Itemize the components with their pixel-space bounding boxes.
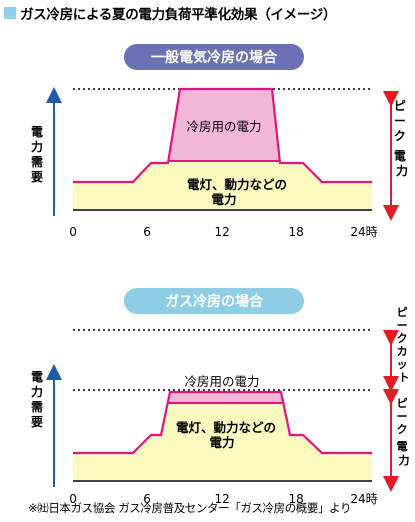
electric-case-title: 一般電気冷房の場合 bbox=[151, 49, 278, 66]
source-note: ※㈳日本ガス協会 ガス冷房普及センター「ガス冷房の概要」より bbox=[28, 501, 352, 515]
cooling-load-area bbox=[168, 392, 284, 403]
page-title: ガス冷房による夏の電力負荷平準化効果（イメージ） bbox=[20, 7, 337, 23]
total-load-line bbox=[73, 87, 372, 184]
y-axis-label: 電 力 需 要 bbox=[31, 370, 47, 429]
y-axis-label: 電 力 需 要 bbox=[31, 125, 47, 184]
base-power-label-line2: 電力 bbox=[211, 192, 236, 207]
gas-case-pill bbox=[124, 288, 304, 314]
x-tick-labels: 0 6 12 18 24時 bbox=[69, 492, 377, 506]
base-load-area bbox=[73, 392, 372, 480]
peak-power-label: ピ ー ク 電 力 bbox=[394, 99, 410, 178]
base-power-label-line2: 電力 bbox=[209, 435, 234, 450]
electric-chart: 一般電気冷房の場合 冷房用の電力 電灯、動力などの 電力 電 力 需 要 0 6… bbox=[31, 44, 410, 239]
gas-case-title: ガス冷房の場合 bbox=[165, 293, 264, 310]
cooling-load-area bbox=[168, 89, 280, 161]
total-load-line bbox=[73, 390, 372, 455]
cooling-power-label: 冷房用の電力 bbox=[186, 119, 261, 134]
cooling-power-label: 冷房用の電力 bbox=[184, 374, 259, 389]
base-power-label-line1: 電灯、動力などの bbox=[176, 420, 276, 435]
header: ガス冷房による夏の電力負荷平準化効果（イメージ） bbox=[4, 3, 336, 23]
electric-case-pill bbox=[124, 44, 304, 70]
x-tick-labels: 0 6 12 18 24時 bbox=[69, 225, 377, 239]
gas-chart: ガス冷房の場合 冷房用の電力 電灯、動力などの 電力 電 力 需 要 0 6 1… bbox=[31, 288, 412, 506]
square-bullet-icon bbox=[4, 7, 16, 19]
base-power-label-line1: 電灯、動力などの bbox=[187, 177, 287, 192]
peak-power-label: ピ ー ク 電 力 bbox=[397, 397, 412, 467]
peak-cut-label: ピ ー ク カ ッ ト bbox=[397, 306, 412, 384]
